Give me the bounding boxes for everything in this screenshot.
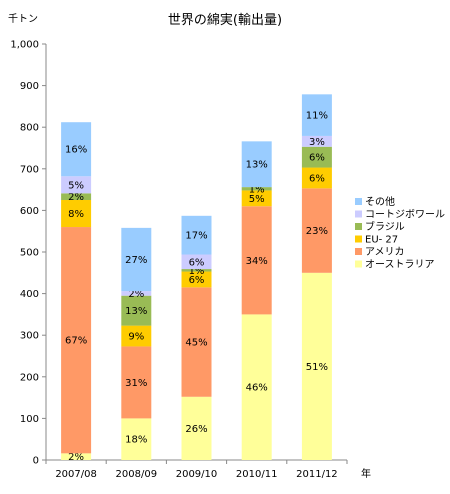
y-tick-label: 100 bbox=[20, 414, 39, 425]
data-label: 17% bbox=[185, 231, 207, 242]
bar-segment bbox=[301, 188, 332, 273]
bar-segment bbox=[181, 396, 212, 460]
data-label: 5% bbox=[68, 180, 84, 191]
legend-label: コートジボワール bbox=[365, 209, 445, 221]
legend-swatch bbox=[355, 248, 362, 255]
bar-segment bbox=[61, 193, 92, 200]
data-label: 31% bbox=[125, 378, 147, 389]
bar-segment bbox=[121, 418, 152, 460]
chart-title: 世界の綿実(輸出量) bbox=[168, 12, 282, 28]
data-label: 9% bbox=[128, 332, 144, 343]
data-label: 6% bbox=[189, 257, 205, 268]
data-label: 34% bbox=[246, 256, 268, 267]
bar-segment bbox=[181, 254, 212, 270]
y-tick-label: 300 bbox=[20, 331, 39, 342]
data-label: 11% bbox=[306, 111, 328, 122]
y-tick-label: 0 bbox=[33, 456, 39, 467]
bar-segment bbox=[61, 453, 92, 460]
data-label: 8% bbox=[68, 209, 84, 220]
data-label: 16% bbox=[65, 145, 87, 156]
legend-label: オーストラリア bbox=[365, 259, 435, 271]
bar-segment bbox=[61, 227, 92, 454]
legend-label: その他 bbox=[365, 195, 395, 208]
legend-swatch bbox=[355, 223, 362, 230]
legend-swatch bbox=[355, 210, 362, 218]
data-label: 6% bbox=[309, 173, 325, 184]
bar-segment bbox=[61, 176, 92, 194]
bar-segment bbox=[241, 190, 272, 207]
bar-segment bbox=[301, 146, 332, 168]
data-label: 1% bbox=[249, 184, 265, 195]
data-label: 18% bbox=[125, 435, 147, 446]
bar-segment bbox=[301, 272, 332, 460]
y-tick-label: 700 bbox=[20, 164, 39, 175]
data-label: 6% bbox=[309, 153, 325, 164]
plot-area: 0 100 200 300 400 500 600 700 800 900 1,000 2% 67% 8%… bbox=[10, 40, 348, 480]
bar-segment bbox=[181, 269, 212, 272]
y-tick-label: 1,000 bbox=[10, 40, 39, 51]
bar-segment bbox=[181, 215, 212, 255]
data-label: 27% bbox=[125, 255, 147, 266]
data-label: 2% bbox=[68, 192, 84, 203]
bar-segment bbox=[181, 287, 212, 397]
bar-segment bbox=[121, 295, 152, 326]
data-label: 2% bbox=[128, 289, 144, 300]
bar-segment bbox=[121, 325, 152, 347]
data-label: 67% bbox=[65, 336, 87, 347]
bar-segment bbox=[121, 227, 152, 292]
y-tick-label: 200 bbox=[20, 372, 39, 383]
data-label: 2% bbox=[68, 452, 84, 463]
bar-segment bbox=[301, 94, 332, 136]
bar-segment bbox=[121, 291, 152, 296]
y-tick-label: 900 bbox=[20, 81, 39, 92]
data-label: 3% bbox=[309, 137, 325, 148]
data-label: 13% bbox=[246, 160, 268, 171]
bar-segment bbox=[301, 135, 332, 147]
bar-segment bbox=[241, 187, 272, 191]
x-tick-label: 2011/12 bbox=[296, 469, 338, 480]
data-label: 1% bbox=[189, 266, 205, 277]
y-unit-label: 千トン bbox=[8, 13, 38, 25]
bar-segment bbox=[181, 271, 212, 288]
x-unit-label: 年 bbox=[361, 467, 371, 480]
x-tick-label: 2007/08 bbox=[55, 469, 97, 480]
y-tick-label: 600 bbox=[20, 206, 39, 217]
data-label: 46% bbox=[246, 383, 268, 394]
x-tick-label: 2008/09 bbox=[116, 469, 158, 480]
legend-label: EU- 27 bbox=[365, 235, 398, 246]
data-label: 23% bbox=[306, 226, 328, 237]
legend-label: ブラジル bbox=[365, 220, 405, 233]
bar-segment bbox=[301, 167, 332, 189]
legend-swatch bbox=[355, 235, 362, 243]
data-label: 13% bbox=[125, 306, 147, 317]
bar-segment bbox=[61, 200, 92, 228]
x-tick-label: 2009/10 bbox=[176, 469, 218, 480]
legend-swatch bbox=[355, 198, 362, 205]
data-label: 5% bbox=[249, 194, 265, 205]
data-label: 26% bbox=[185, 424, 207, 435]
y-tick-label: 800 bbox=[20, 123, 39, 134]
bar-segment bbox=[241, 206, 272, 315]
legend-swatch bbox=[355, 260, 362, 268]
bar-segment bbox=[241, 314, 272, 460]
bar-segment bbox=[61, 122, 92, 177]
bar-segment bbox=[121, 346, 152, 419]
data-label: 51% bbox=[306, 362, 328, 373]
y-tick-label: 500 bbox=[20, 248, 39, 259]
y-tick-label: 400 bbox=[20, 289, 39, 300]
x-tick-label: 2010/11 bbox=[236, 469, 278, 480]
bar-segment bbox=[241, 141, 272, 188]
data-label: 6% bbox=[189, 275, 205, 286]
data-label: 45% bbox=[185, 338, 207, 349]
legend-label: アメリカ bbox=[365, 246, 405, 258]
